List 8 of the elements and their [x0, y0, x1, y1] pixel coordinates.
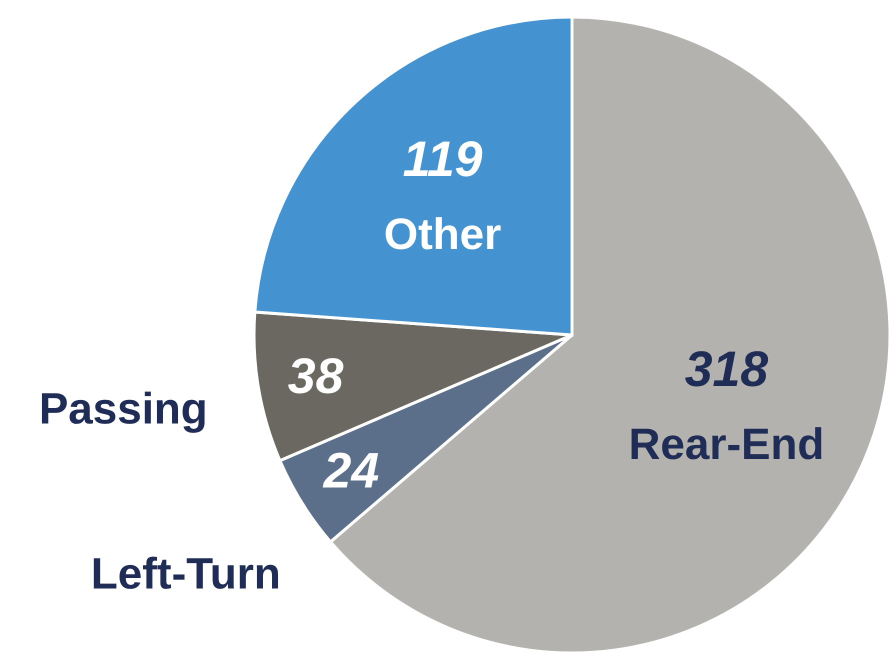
slice-label: Rear-End	[628, 420, 824, 470]
data-label: 318	[684, 341, 768, 398]
slice-label: Passing	[38, 384, 208, 434]
data-label: 38	[288, 348, 344, 404]
slice-label: Left-Turn	[90, 550, 281, 599]
data-label: 24	[322, 442, 380, 498]
slice-label: Other	[384, 210, 502, 259]
data-label: 119	[402, 130, 483, 187]
